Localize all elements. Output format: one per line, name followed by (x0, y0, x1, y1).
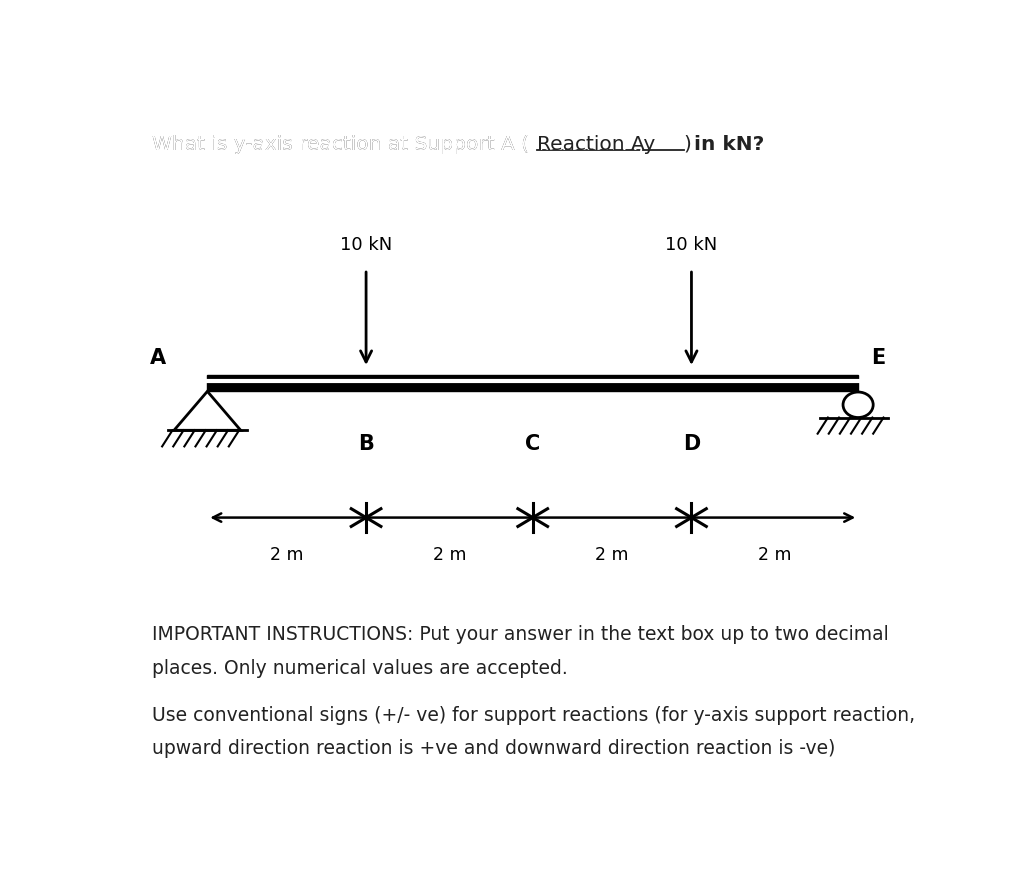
Text: upward direction reaction is +ve and downward direction reaction is -ve): upward direction reaction is +ve and dow… (152, 739, 836, 758)
Text: B: B (358, 433, 374, 453)
Text: 2 m: 2 m (758, 546, 792, 564)
Text: 2 m: 2 m (433, 546, 466, 564)
Text: ): ) (684, 135, 697, 153)
Text: What is y-axis reaction at Support A (: What is y-axis reaction at Support A ( (152, 135, 528, 153)
Circle shape (843, 392, 873, 418)
Text: E: E (870, 348, 885, 368)
Text: 2 m: 2 m (270, 546, 303, 564)
Text: 10 kN: 10 kN (340, 236, 392, 255)
Text: What is y-axis reaction at Support A (Reaction Ay: What is y-axis reaction at Support A (Re… (152, 135, 647, 153)
Text: 10 kN: 10 kN (666, 236, 718, 255)
Bar (207, 375, 858, 392)
Text: A: A (151, 348, 166, 368)
Text: C: C (525, 433, 541, 453)
Text: in kN?: in kN? (694, 135, 764, 153)
Polygon shape (174, 392, 241, 430)
Text: IMPORTANT INSTRUCTIONS: Put your answer in the text box up to two decimal: IMPORTANT INSTRUCTIONS: Put your answer … (152, 625, 889, 644)
Text: Use conventional signs (+/- ve) for support reactions (for y-axis support reacti: Use conventional signs (+/- ve) for supp… (152, 705, 914, 725)
Text: 2 m: 2 m (595, 546, 629, 564)
Text: places. Only numerical values are accepted.: places. Only numerical values are accept… (152, 658, 567, 678)
Text: D: D (683, 433, 700, 453)
Text: Reaction Ay: Reaction Ay (538, 135, 655, 153)
